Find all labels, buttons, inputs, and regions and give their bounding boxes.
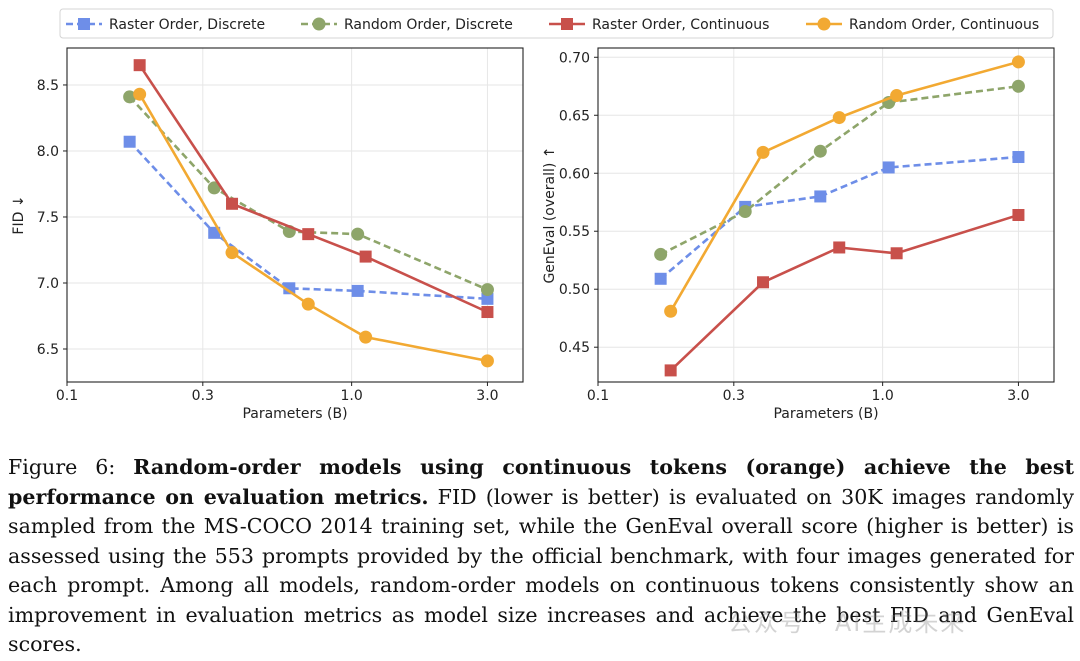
caption-bold: Random-order models using continuous tok… (8, 455, 1074, 509)
series-line (128, 95, 488, 291)
x-tick-label: 1.0 (872, 388, 894, 404)
legend-marker (78, 18, 90, 30)
x-tick-label: 0.3 (723, 388, 745, 404)
data-point (301, 297, 315, 311)
geneval-chart: 0.1 0.3 1.0 3.0 0.45 0.50 0.55 0.60 0.65 0.70 Para… (542, 47, 1055, 422)
x-axis-label: Parameters (B) (242, 406, 347, 422)
y-tick-label: 0.65 (559, 108, 590, 124)
data-point (133, 87, 147, 101)
x-tick-label: 0.3 (192, 388, 214, 404)
data-point (664, 304, 678, 318)
data-point (756, 145, 770, 159)
data-point (283, 282, 296, 295)
fid-chart: 0.1 0.3 1.0 3.0 6.5 7.0 7.5 8.0 8.5 Parameters (B… (11, 47, 524, 422)
series-raster-order-continuous (133, 59, 494, 319)
plot-frame (66, 47, 524, 383)
data-point (480, 283, 494, 297)
y-axis-label: FID ↓ (11, 195, 27, 234)
y-tick-label: 0.70 (559, 50, 590, 66)
caption-body: FID (lower is better) is evaluated on 30… (8, 484, 1075, 657)
data-point (208, 226, 221, 239)
plot-frame (597, 47, 1055, 383)
x-tick-label: 0.1 (587, 388, 609, 404)
data-point (351, 284, 364, 297)
legend-label: Random Order, Discrete (344, 17, 513, 33)
data-point (359, 250, 372, 263)
figure-caption: Figure 6: Random-order models using cont… (8, 453, 1074, 660)
data-point (654, 247, 668, 261)
y-tick-label: 7.0 (37, 276, 59, 292)
data-point (890, 247, 903, 260)
data-point (738, 205, 752, 219)
data-point (302, 228, 315, 241)
series-line (659, 155, 1019, 280)
figure-svg: Raster Order, Discrete Random Order, Disc… (11, 8, 1055, 422)
legend-label: Random Order, Continuous (849, 17, 1039, 33)
data-point (225, 246, 239, 260)
legend-label: Raster Order, Discrete (109, 17, 265, 33)
y-tick-label: 0.60 (559, 166, 590, 182)
data-point (664, 364, 677, 377)
y-tick-label: 8.0 (37, 144, 59, 160)
legend-marker (817, 17, 831, 31)
x-tick-label: 3.0 (476, 388, 498, 404)
series-raster-order-discrete (654, 151, 1025, 285)
y-tick-label: 0.50 (559, 282, 590, 298)
y-axis-label: GenEval (overall) ↑ (542, 146, 558, 283)
data-point (351, 227, 365, 241)
data-point (207, 181, 221, 195)
legend-label: Raster Order, Continuous (592, 17, 769, 33)
data-point (123, 90, 137, 104)
data-point (814, 190, 827, 203)
legend: Raster Order, Discrete Random Order, Disc… (59, 8, 1054, 39)
series-line (128, 140, 488, 301)
series-raster-order-discrete (123, 135, 494, 305)
data-point (480, 354, 494, 368)
series-random-order-continuous (664, 55, 1025, 318)
y-tick-label: 6.5 (37, 342, 59, 358)
legend-marker (561, 18, 573, 30)
x-tick-label: 0.1 (56, 388, 78, 404)
series-raster-order-continuous (664, 209, 1025, 377)
data-point (1012, 209, 1025, 221)
data-point (813, 144, 827, 158)
data-point (359, 330, 373, 344)
y-tick-label: 8.5 (37, 78, 59, 94)
y-tick-label: 0.55 (559, 224, 590, 240)
series-line (138, 64, 488, 314)
data-point (890, 89, 904, 103)
data-point (832, 111, 846, 125)
data-point (757, 276, 770, 289)
series-line (138, 93, 488, 363)
x-axis-label: Parameters (B) (773, 406, 878, 422)
data-point (226, 197, 239, 210)
data-point (133, 59, 146, 72)
data-point (882, 161, 895, 174)
data-point (481, 292, 494, 305)
data-point (833, 241, 846, 254)
caption-label: Figure 6: (8, 455, 116, 479)
data-point (1012, 151, 1025, 164)
x-tick-label: 1.0 (341, 388, 363, 404)
y-tick-label: 7.5 (37, 210, 59, 226)
y-tick-label: 0.45 (559, 340, 590, 356)
data-point (1011, 79, 1025, 93)
data-point (123, 135, 136, 148)
series-random-order-continuous (133, 87, 494, 368)
data-point (1011, 55, 1025, 69)
x-tick-label: 3.0 (1007, 388, 1029, 404)
series-random-order-discrete (654, 79, 1025, 261)
data-point (481, 306, 494, 319)
legend-marker (312, 17, 326, 31)
data-point (654, 272, 667, 285)
